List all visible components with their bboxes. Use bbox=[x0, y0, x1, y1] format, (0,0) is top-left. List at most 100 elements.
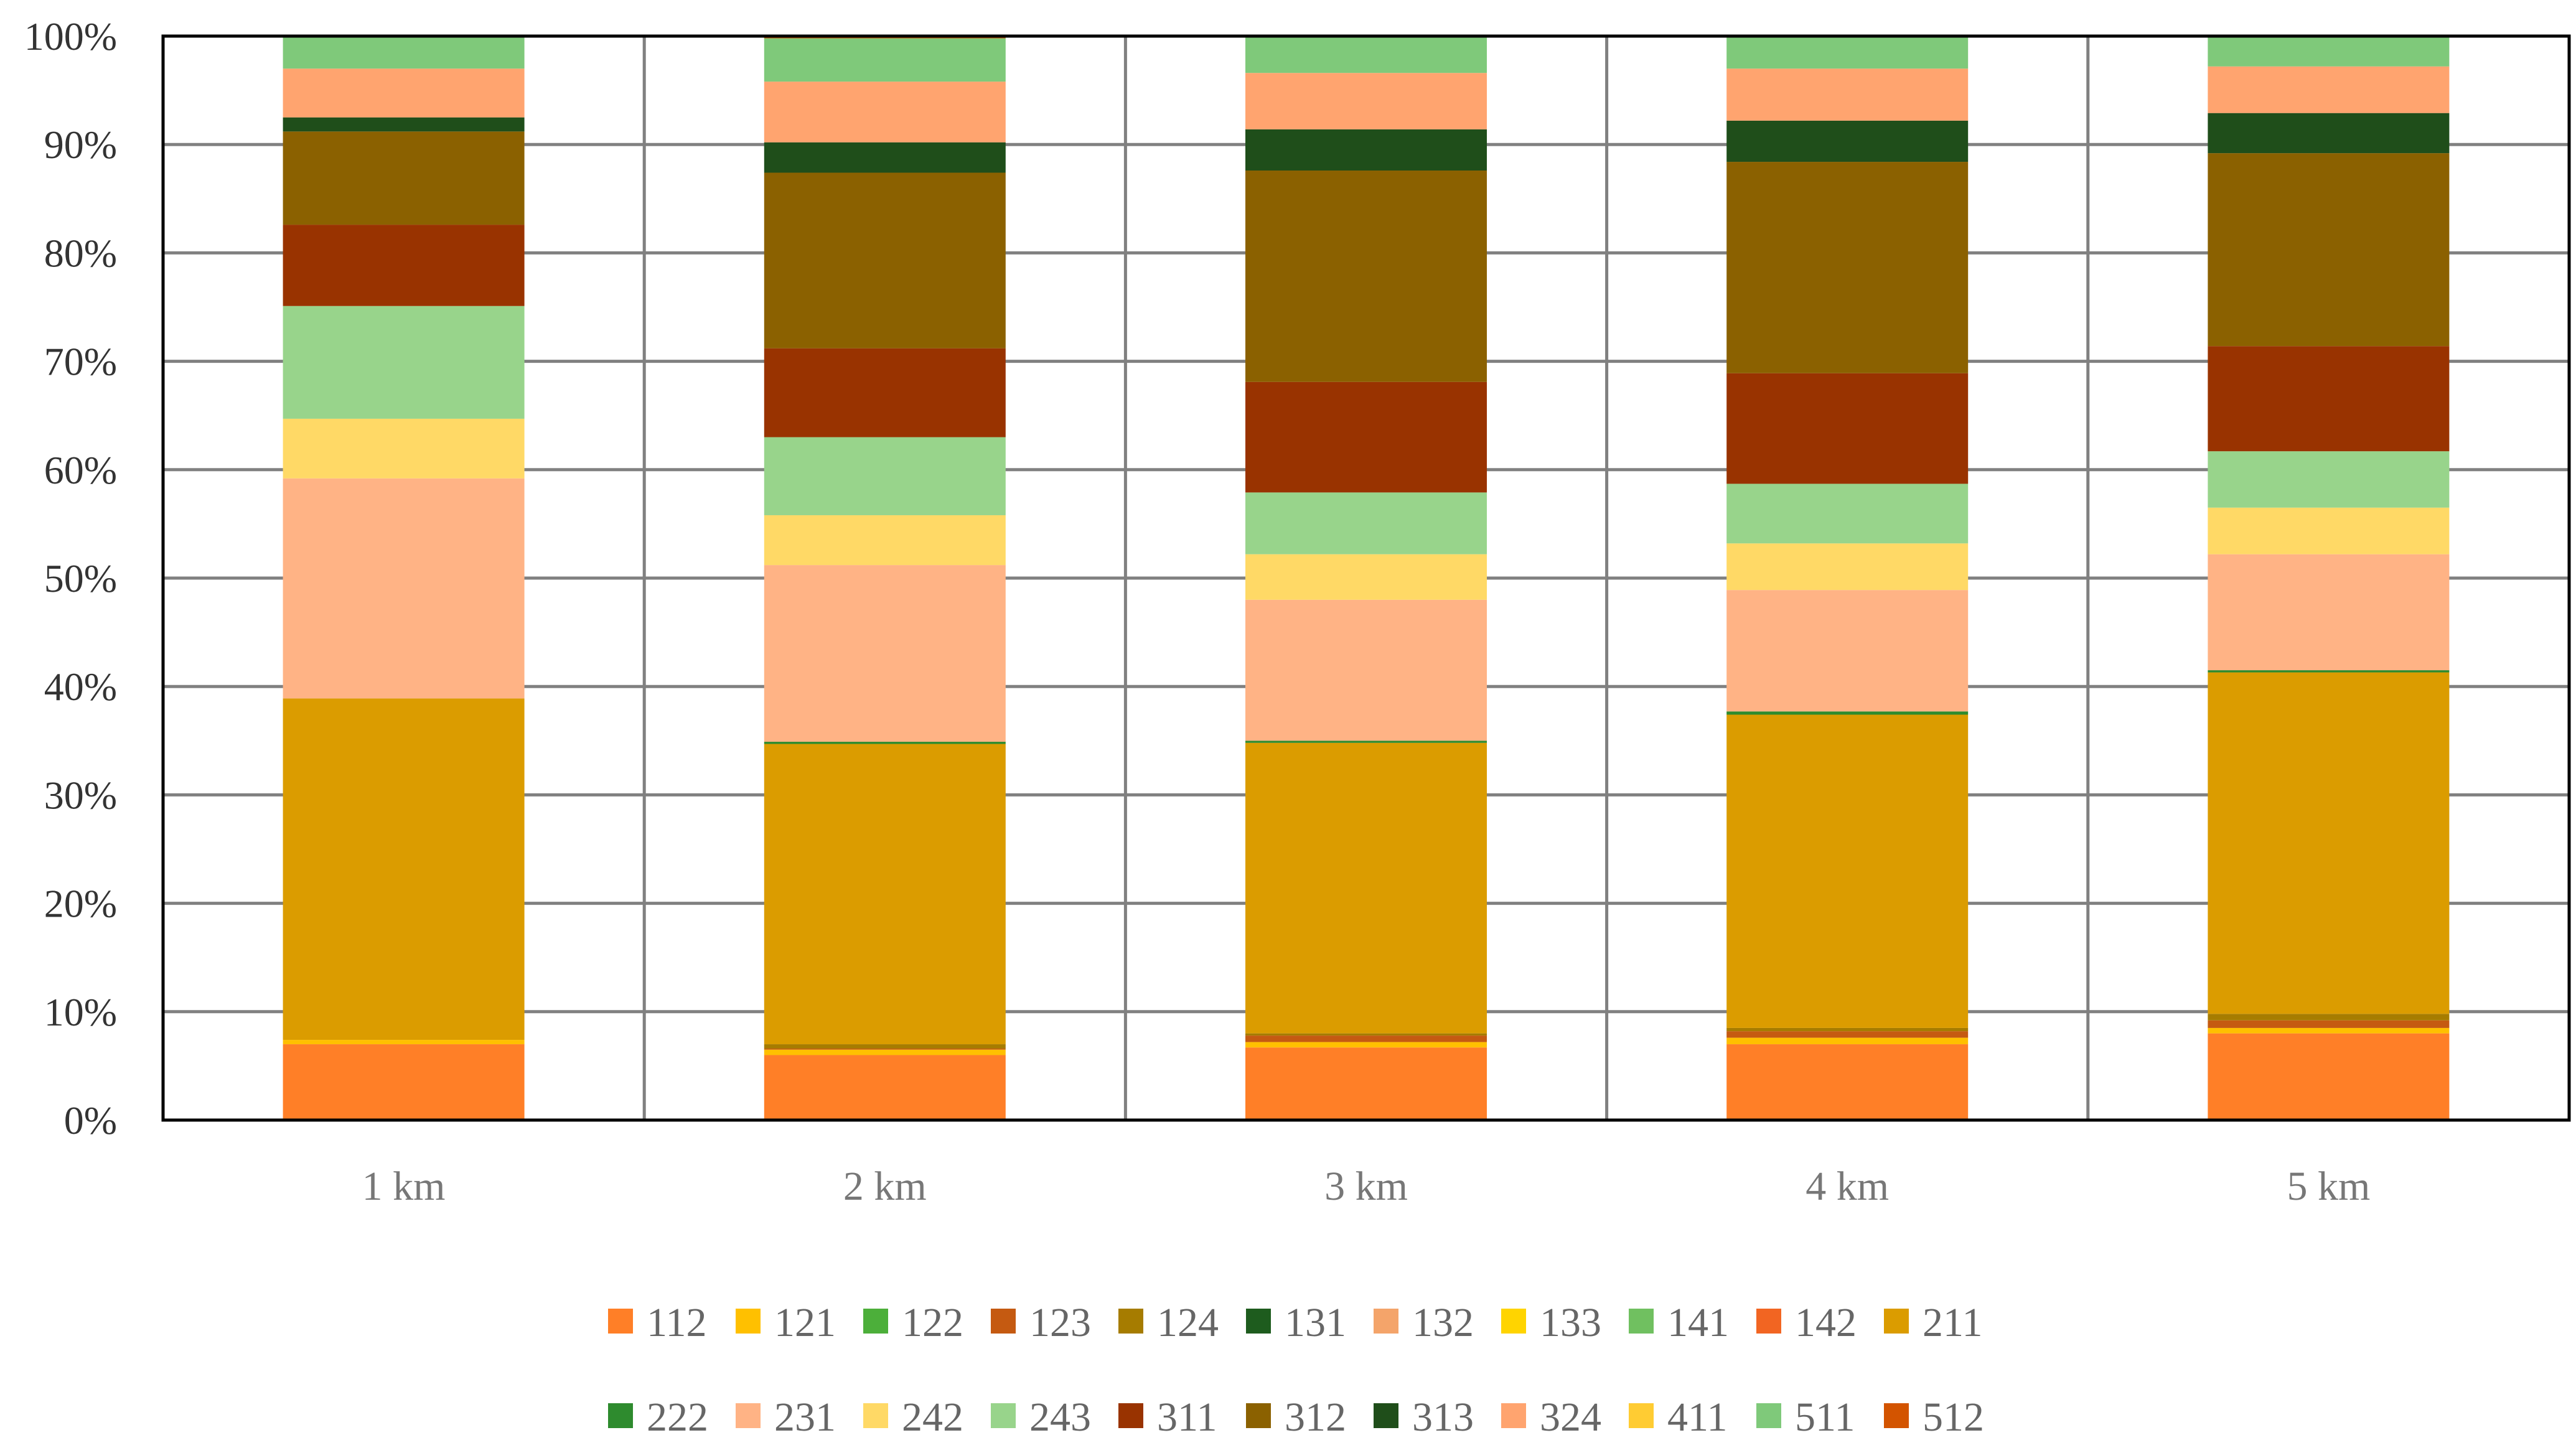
legend-swatch bbox=[863, 1403, 888, 1428]
bar-segment-243 bbox=[1726, 484, 1969, 544]
bar-segment-211 bbox=[2208, 672, 2450, 1014]
legend-swatch bbox=[736, 1309, 761, 1334]
bar-segment-112 bbox=[283, 1044, 525, 1120]
bar-segment-324 bbox=[2208, 66, 2450, 113]
bar-segment-312 bbox=[764, 172, 1006, 348]
legend-entry-121: 121 bbox=[736, 1300, 836, 1345]
bar-segment-324 bbox=[764, 82, 1006, 142]
bar-segment-222 bbox=[1726, 711, 1969, 715]
bar-segment-222 bbox=[764, 742, 1006, 744]
bar-segment-123 bbox=[2208, 1020, 2450, 1028]
bar-segment-313 bbox=[1245, 129, 1487, 171]
bar-segment-112 bbox=[1245, 1047, 1487, 1120]
legend-entry-123: 123 bbox=[991, 1300, 1091, 1345]
legend-swatch bbox=[1118, 1403, 1143, 1428]
legend-entry-313: 313 bbox=[1374, 1395, 1474, 1440]
legend-label: 133 bbox=[1540, 1300, 1601, 1345]
bar-segment-243 bbox=[2208, 451, 2450, 508]
bar-segment-123 bbox=[1726, 1031, 1969, 1038]
bar-segment-311 bbox=[1726, 373, 1969, 484]
bar-segment-243 bbox=[764, 437, 1006, 515]
bar-segment-313 bbox=[1726, 120, 1969, 162]
legend-swatch bbox=[991, 1309, 1016, 1334]
bar-segment-313 bbox=[764, 142, 1006, 173]
bar-segment-311 bbox=[1245, 381, 1487, 493]
x-tick-label: 2 km bbox=[843, 1164, 927, 1209]
bar-segment-231 bbox=[764, 565, 1006, 742]
bar-segment-311 bbox=[283, 225, 525, 306]
legend-swatch bbox=[1884, 1309, 1909, 1334]
legend-label: 512 bbox=[1923, 1395, 1984, 1440]
bar-segment-124 bbox=[2208, 1014, 2450, 1021]
bar-segment-511 bbox=[2208, 36, 2450, 67]
bar-segment-324 bbox=[283, 68, 525, 118]
legend-entry-312: 312 bbox=[1246, 1395, 1346, 1440]
legend-entry-122: 122 bbox=[863, 1300, 963, 1345]
legend-label: 242 bbox=[902, 1395, 963, 1440]
legend-entry-311: 311 bbox=[1118, 1395, 1217, 1440]
bar-segment-242 bbox=[2208, 507, 2450, 554]
bar-segment-123 bbox=[1245, 1035, 1487, 1042]
legend-label: 222 bbox=[647, 1395, 708, 1440]
legend-entry-211: 211 bbox=[1884, 1300, 1983, 1345]
legend-label: 312 bbox=[1285, 1395, 1346, 1440]
bar-segment-324 bbox=[1245, 73, 1487, 129]
y-tick-label: 70% bbox=[44, 340, 117, 384]
bar-segment-324 bbox=[1726, 68, 1969, 121]
legend-label: 211 bbox=[1923, 1300, 1983, 1345]
bar-segment-511 bbox=[283, 36, 525, 69]
bar-segment-222 bbox=[2208, 670, 2450, 673]
legend-label: 112 bbox=[647, 1300, 707, 1345]
legend-entry-222: 222 bbox=[608, 1395, 708, 1440]
legend-entry-132: 132 bbox=[1374, 1300, 1474, 1345]
bar-segment-511 bbox=[1726, 36, 1969, 69]
legend-label: 313 bbox=[1412, 1395, 1474, 1440]
legend-label: 142 bbox=[1795, 1300, 1857, 1345]
legend-swatch bbox=[1118, 1309, 1143, 1334]
y-tick-label: 30% bbox=[44, 773, 117, 817]
legend-swatch bbox=[1246, 1309, 1271, 1334]
bar-segment-121 bbox=[1726, 1037, 1969, 1045]
legend-entry-411: 411 bbox=[1629, 1395, 1728, 1440]
legend-swatch bbox=[1756, 1403, 1781, 1428]
bar-segment-231 bbox=[1726, 590, 1969, 712]
legend-entry-242: 242 bbox=[863, 1395, 963, 1440]
y-tick-label: 20% bbox=[44, 882, 117, 926]
legend-label: 243 bbox=[1029, 1395, 1091, 1440]
bar-segment-313 bbox=[283, 117, 525, 132]
bar-segment-243 bbox=[283, 306, 525, 419]
x-tick-label: 1 km bbox=[362, 1164, 446, 1209]
bar-segment-311 bbox=[764, 348, 1006, 437]
y-tick-label: 0% bbox=[64, 1098, 117, 1142]
legend-swatch bbox=[608, 1309, 633, 1334]
legend-label: 324 bbox=[1540, 1395, 1601, 1440]
y-tick-label: 100% bbox=[24, 14, 117, 58]
legend-label: 122 bbox=[902, 1300, 963, 1345]
legend-swatch bbox=[1501, 1403, 1526, 1428]
legend-entry-512: 512 bbox=[1884, 1395, 1984, 1440]
x-tick-label: 3 km bbox=[1324, 1164, 1408, 1209]
bar-segment-124 bbox=[1245, 1033, 1487, 1036]
bar-segment-311 bbox=[2208, 346, 2450, 452]
legend-entry-112: 112 bbox=[608, 1300, 707, 1345]
legend-swatch bbox=[1374, 1309, 1398, 1334]
y-tick-label: 80% bbox=[44, 231, 117, 275]
legend-entry-142: 142 bbox=[1756, 1300, 1857, 1345]
legend-swatch bbox=[1246, 1403, 1271, 1428]
bar-segment-211 bbox=[1245, 742, 1487, 1034]
legend-entry-324: 324 bbox=[1501, 1395, 1601, 1440]
bar-segment-312 bbox=[2208, 153, 2450, 347]
legend-label: 411 bbox=[1667, 1395, 1728, 1440]
legend-label: 124 bbox=[1157, 1300, 1219, 1345]
bar-segment-121 bbox=[764, 1049, 1006, 1055]
y-tick-label: 50% bbox=[44, 556, 117, 600]
bar-segment-211 bbox=[283, 698, 525, 1040]
bar-segment-243 bbox=[1245, 492, 1487, 554]
plot-frame bbox=[161, 34, 2571, 1122]
bars bbox=[283, 36, 2450, 1120]
legend-swatch bbox=[1884, 1403, 1909, 1428]
bar-segment-123 bbox=[764, 1049, 1006, 1050]
bar-segment-242 bbox=[1726, 543, 1969, 591]
bar-segment-211 bbox=[1726, 714, 1969, 1028]
